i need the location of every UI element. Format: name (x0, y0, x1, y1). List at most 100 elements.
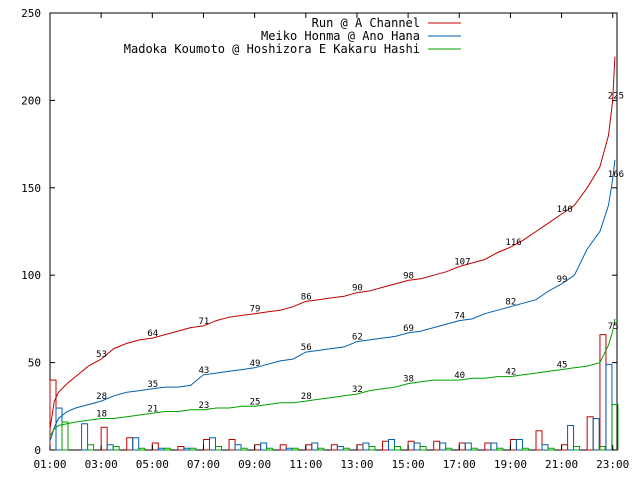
x-axis: 01:00 03:00 05:00 07:00 09:00 11:00 13:00 15:00… (33, 13, 629, 471)
hourly-bar (445, 447, 453, 451)
hourly-bar (561, 444, 569, 451)
data-label: 35 (147, 380, 158, 390)
data-label: 79 (250, 305, 261, 315)
hourly-bar (183, 447, 191, 451)
hourly-bar (163, 447, 171, 451)
data-label: 64 (147, 329, 158, 339)
hourly-bar (433, 440, 441, 451)
hourly-bar (202, 439, 210, 451)
hourly-bar (573, 446, 581, 451)
hourly-bar (388, 439, 396, 451)
hourly-bar (368, 446, 376, 451)
x-tick-label: 09:00 (238, 458, 271, 471)
data-label: 43 (198, 366, 209, 376)
x-tick-label: 17:00 (443, 458, 476, 471)
hourly-bar (214, 446, 222, 451)
hourly-bar (112, 446, 120, 451)
data-labels-layer: 53 64 71 79 86 90 98 107 116 140 225 28 35 43 49 56 62 69… (96, 91, 624, 419)
x-tick-label: 07:00 (187, 458, 220, 471)
hourly-bar (266, 447, 274, 451)
data-label: 21 (147, 404, 158, 414)
hourly-bar (177, 446, 185, 451)
hourly-bar (439, 442, 447, 451)
hourly-bar (132, 437, 140, 451)
hourly-bar (336, 446, 344, 451)
series-line (49, 159, 616, 442)
hourly-bar (541, 444, 549, 451)
hourly-bar (330, 444, 338, 451)
y-tick-label: 0 (34, 444, 41, 457)
data-label: 116 (505, 238, 521, 248)
plot-frame (49, 12, 618, 451)
lines-layer (49, 56, 616, 442)
x-tick-label: 19:00 (494, 458, 527, 471)
hourly-bar (61, 421, 69, 451)
hourly-bar (484, 442, 492, 451)
data-label: 23 (198, 401, 209, 411)
hourly-bar (464, 442, 472, 451)
x-tick-label: 03:00 (85, 458, 118, 471)
hourly-bar (228, 439, 236, 451)
hourly-bar (535, 430, 543, 451)
hourly-bar (362, 442, 370, 451)
hourly-bar (208, 437, 216, 451)
hourly-bar (234, 444, 242, 451)
data-label: 49 (250, 359, 261, 369)
x-tick-label: 11:00 (289, 458, 322, 471)
data-label: 107 (454, 257, 470, 267)
hourly-bar (592, 418, 600, 451)
data-label: 42 (505, 368, 516, 378)
hourly-bar (413, 442, 421, 451)
hourly-bar (547, 447, 555, 451)
data-label: 86 (301, 292, 312, 302)
hourly-bar (509, 439, 517, 451)
y-tick-label: 100 (21, 269, 41, 282)
data-label: 166 (608, 170, 624, 180)
hourly-bar (419, 446, 427, 451)
series-line (49, 318, 616, 437)
hourly-bar (254, 444, 262, 451)
data-label: 90 (352, 284, 363, 294)
legend-label: Run @ A Channel (312, 16, 420, 30)
data-label: 56 (301, 343, 312, 353)
hourly-bar (106, 444, 114, 451)
hourly-bar (279, 444, 287, 451)
y-tick-label: 200 (21, 94, 41, 107)
data-label: 18 (96, 410, 107, 420)
data-label: 71 (198, 317, 209, 327)
hourly-bar (586, 416, 594, 451)
hourly-bar (342, 447, 350, 451)
data-label: 99 (557, 275, 568, 285)
hourly-bar (260, 442, 268, 451)
hourly-bar (151, 442, 159, 451)
hourly-bar (490, 442, 498, 451)
y-tick-label: 250 (21, 7, 41, 20)
hourly-bar (305, 444, 313, 451)
x-tick-label: 15:00 (392, 458, 425, 471)
hourly-bar (394, 446, 402, 451)
data-label: 225 (608, 91, 624, 101)
data-label: 82 (505, 298, 516, 308)
hourly-bar (382, 440, 390, 451)
x-tick-label: 05:00 (136, 458, 169, 471)
y-axis: 0 50 100 150 200 250 (21, 7, 617, 457)
series-line (49, 56, 616, 430)
y-tick-label: 50 (28, 357, 41, 370)
data-label: 74 (454, 312, 465, 322)
hourly-bar (496, 447, 504, 451)
data-label: 98 (403, 271, 414, 281)
hourly-bar (100, 426, 108, 451)
data-label: 38 (403, 375, 414, 385)
hourly-bar (81, 423, 89, 451)
hourly-bar (407, 440, 415, 451)
hourly-bar (157, 447, 165, 451)
hourly-bar (240, 447, 248, 451)
x-tick-label: 21:00 (545, 458, 578, 471)
hourly-bar (291, 447, 299, 451)
hourly-bar (126, 437, 134, 451)
x-tick-label: 13:00 (340, 458, 373, 471)
y-tick-label: 150 (21, 182, 41, 195)
